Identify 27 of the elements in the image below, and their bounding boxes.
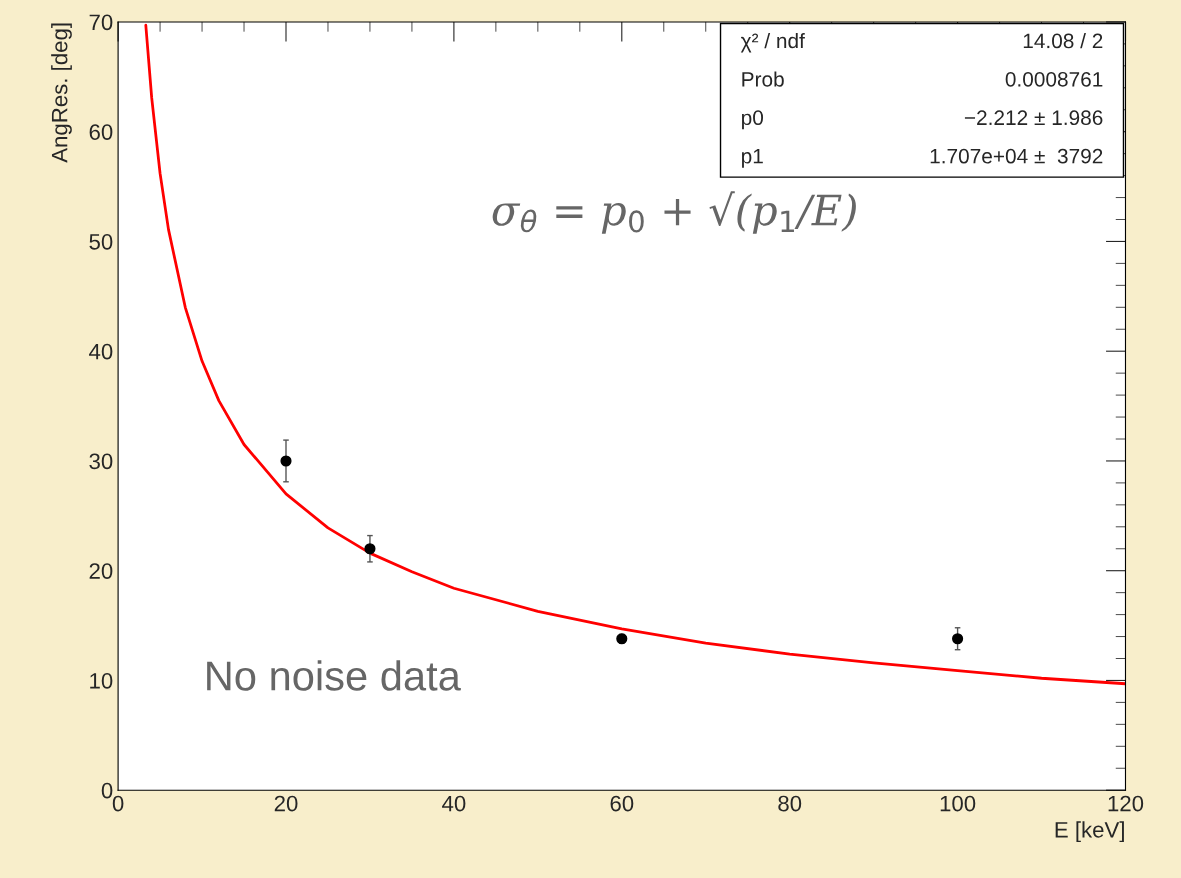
annotation: χ² / ndf [740,32,805,53]
y-tick-label: 10 [90,672,113,689]
annotation: 1.707e+04 ± 3792 [930,148,1103,164]
x-axis-title: E [keV] [1055,821,1124,843]
annotation: −2.212 ± 1.986 [964,110,1103,126]
y-tick-label: 40 [89,343,113,360]
x-tick-label: 0 [112,795,124,812]
y-tick-label: 60 [89,124,113,140]
annotation: Prob [742,71,784,87]
y-tick-label: 70 [89,14,113,31]
y-tick-label: 50 [89,233,113,250]
x-tick-label: 20 [274,795,298,812]
y-tick-label: 30 [89,453,113,470]
annotation: 0.0008761 [1005,71,1103,87]
annotation: p0 [742,110,764,130]
x-tick-label: 80 [778,795,802,812]
y-tick-label: 0 [101,782,113,799]
annotation: σ$_{θ}$ = p$_{0}$ + √(p$_{1}$/E) [492,191,856,234]
y-tick-label: 20 [89,563,113,579]
annotation: No noise data [207,660,461,691]
annotation: 14.08 / 2 [1023,32,1103,49]
x-tick-label: 100 [940,795,976,812]
x-tick-label: 120 [1108,795,1144,812]
annotation: p1 [742,148,763,168]
x-tick-label: 60 [610,795,634,812]
x-tick-label: 40 [442,795,466,812]
y-axis-title: AngRes. [deg] [51,23,72,163]
